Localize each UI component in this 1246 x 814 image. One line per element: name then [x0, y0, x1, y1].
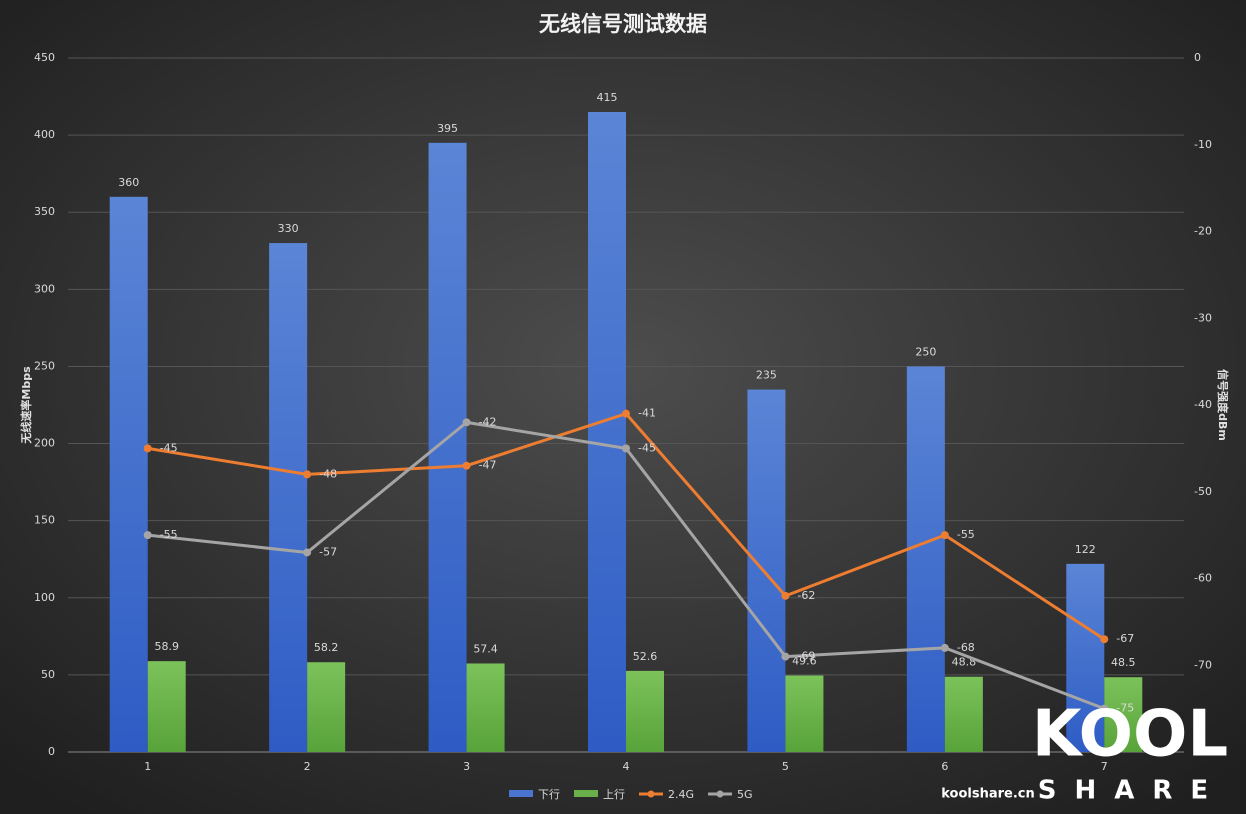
data-label: 58.9	[154, 640, 179, 653]
chart-title: 无线信号测试数据	[539, 12, 707, 36]
line-marker	[1100, 704, 1109, 713]
data-label: 415	[597, 91, 618, 104]
plot-area: 050100150200250300350400450-80-70-60-50-…	[34, 51, 1212, 801]
y-axis-title: 无线速率Mbps	[19, 366, 33, 445]
logo-top: KOOL	[1032, 698, 1228, 772]
data-label: -62	[797, 589, 815, 602]
bar	[1066, 563, 1105, 752]
x-tick-label: 3	[463, 760, 470, 773]
y2-tick-label: -60	[1194, 572, 1212, 585]
bar	[109, 196, 148, 753]
line-marker	[1100, 635, 1109, 644]
data-label: -47	[479, 459, 497, 472]
line-marker	[781, 652, 790, 661]
data-label: -48	[319, 467, 337, 480]
legend-label: 上行	[603, 788, 625, 801]
data-label: -41	[638, 407, 656, 420]
line-marker	[622, 409, 630, 418]
data-label: -45	[160, 441, 178, 454]
x-tick-label: 6	[941, 760, 948, 773]
data-label: 395	[437, 122, 458, 135]
site: koolshare.cn	[941, 787, 1035, 802]
line-marker	[940, 531, 949, 540]
y-tick-label: 100	[34, 591, 55, 604]
x-tick-label: 5	[782, 760, 789, 773]
y2-tick-label: -30	[1194, 311, 1212, 324]
data-label: 49.6	[792, 655, 817, 668]
x-tick-label: 2	[304, 760, 311, 773]
legend-swatch	[574, 790, 598, 797]
bar	[747, 389, 786, 752]
y2-tick-label: -20	[1194, 225, 1212, 238]
line-marker	[303, 470, 312, 479]
data-label: -42	[479, 415, 497, 428]
x-tick-label: 1	[144, 760, 151, 773]
line-marker	[462, 418, 471, 427]
data-label: 58.2	[314, 641, 339, 654]
line-marker	[781, 591, 790, 600]
line-marker	[143, 444, 152, 453]
bar	[626, 670, 664, 752]
legend-label: 下行	[538, 788, 560, 801]
y2-axis-title: 信号强度dBm	[1216, 369, 1230, 441]
bar	[307, 662, 346, 752]
y-tick-label: 300	[34, 282, 55, 295]
y2-tick-label: -80	[1194, 745, 1212, 758]
bar	[588, 111, 626, 752]
data-label: 48.5	[1111, 656, 1136, 669]
line-marker	[303, 548, 312, 557]
bar	[466, 663, 505, 752]
y2-tick-label: -70	[1194, 658, 1212, 671]
data-label: -55	[160, 528, 178, 541]
data-label: -55	[957, 528, 975, 541]
y-tick-label: 250	[34, 359, 55, 372]
data-label: -68	[957, 641, 975, 654]
data-label: 250	[915, 345, 936, 358]
logo-bottom: SHARE	[1038, 776, 1226, 806]
data-label: -75	[1116, 702, 1134, 715]
y-tick-label: 400	[34, 128, 55, 141]
y-tick-label: 350	[34, 205, 55, 218]
line-marker	[462, 461, 471, 470]
y-tick-label: 0	[48, 745, 55, 758]
legend-swatch	[647, 790, 655, 798]
y-tick-label: 50	[41, 668, 55, 681]
legend-swatch	[716, 790, 724, 798]
data-label: 360	[118, 176, 139, 189]
bar	[785, 675, 824, 752]
data-label: -67	[1116, 632, 1134, 645]
bar	[944, 676, 983, 752]
data-label: 330	[278, 222, 299, 235]
data-label: 235	[756, 369, 777, 382]
legend-label: 2.4G	[668, 788, 694, 801]
data-label: 52.6	[633, 650, 658, 663]
data-label: -69	[797, 650, 815, 663]
data-label: -57	[319, 545, 337, 558]
bar	[906, 366, 945, 752]
x-tick-label: 7	[1101, 760, 1108, 773]
line-marker	[143, 531, 152, 540]
data-label: 122	[1075, 543, 1096, 556]
y-tick-label: 450	[34, 51, 55, 64]
line-marker	[622, 444, 630, 453]
x-tick-label: 4	[623, 760, 630, 773]
y2-tick-label: 0	[1194, 51, 1201, 64]
legend-swatch	[509, 790, 533, 797]
y-tick-label: 200	[34, 437, 55, 450]
legend-label: 5G	[737, 788, 753, 801]
bar	[147, 661, 186, 752]
data-label: 57.4	[473, 642, 498, 655]
y-tick-label: 150	[34, 514, 55, 527]
y2-tick-label: -50	[1194, 485, 1212, 498]
watermark: KOOL SHARE koolshare.cn	[941, 698, 1228, 806]
line-marker	[940, 643, 949, 652]
data-label: -45	[638, 441, 656, 454]
bar	[269, 243, 308, 753]
y2-tick-label: -10	[1194, 138, 1212, 151]
y2-tick-label: -40	[1194, 398, 1212, 411]
bar	[1104, 677, 1143, 752]
